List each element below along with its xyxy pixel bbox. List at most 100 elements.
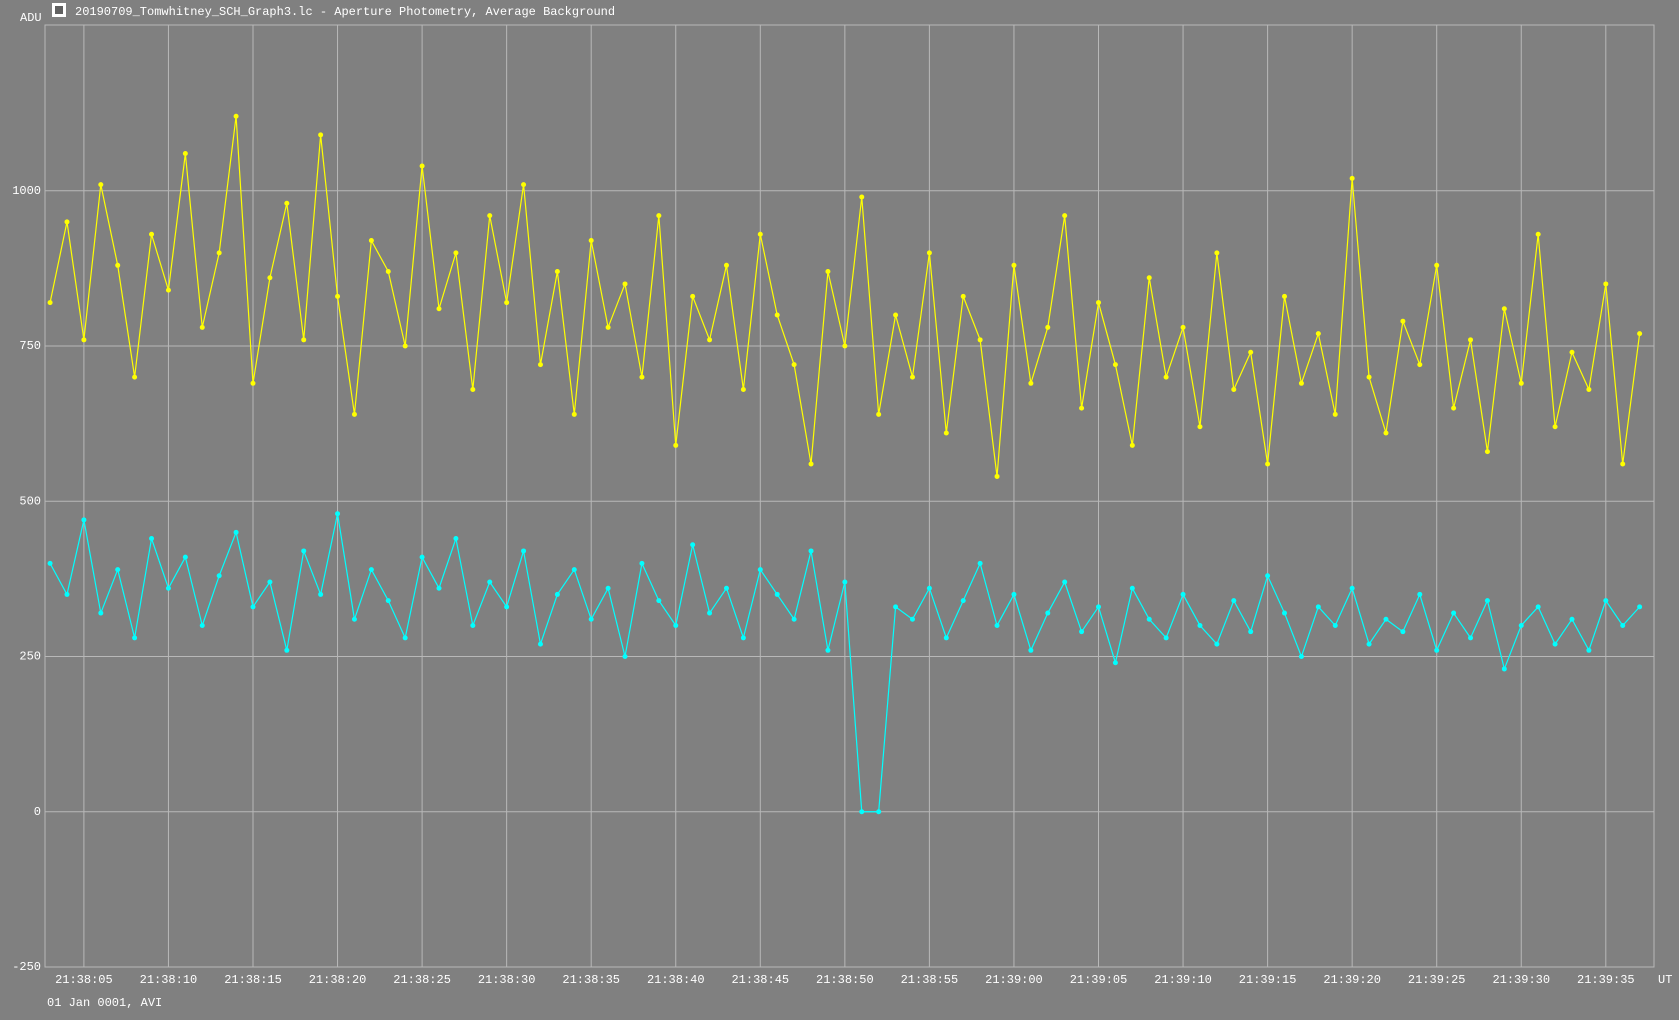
data-point	[1535, 604, 1541, 610]
x-tick-label: 21:38:40	[647, 973, 705, 987]
data-point	[1163, 635, 1169, 641]
x-tick-label: 21:38:45	[731, 973, 789, 987]
data-point	[825, 269, 831, 275]
data-point	[909, 374, 915, 380]
data-point	[521, 548, 527, 554]
x-tick-label: 21:38:15	[224, 973, 282, 987]
data-point	[537, 641, 543, 647]
data-point	[1096, 604, 1102, 610]
data-point	[233, 113, 239, 119]
data-point	[791, 362, 797, 368]
data-point	[402, 343, 408, 349]
data-point	[774, 591, 780, 597]
data-point	[960, 293, 966, 299]
x-tick-label: 21:39:20	[1323, 973, 1381, 987]
data-point	[64, 591, 70, 597]
data-point	[453, 536, 459, 542]
data-point	[165, 585, 171, 591]
data-point	[707, 610, 713, 616]
data-point	[1417, 591, 1423, 597]
data-point	[1484, 449, 1490, 455]
data-point	[1603, 281, 1609, 287]
data-point	[335, 511, 341, 517]
data-point	[1315, 331, 1321, 337]
data-point	[808, 461, 814, 467]
data-point	[47, 300, 53, 306]
data-point	[943, 635, 949, 641]
data-point	[470, 387, 476, 393]
data-point	[926, 250, 932, 256]
data-point	[994, 622, 1000, 628]
data-point	[1518, 380, 1524, 386]
data-point	[1620, 461, 1626, 467]
data-point	[1620, 622, 1626, 628]
data-point	[1248, 629, 1254, 635]
data-point	[368, 567, 374, 573]
data-point	[1028, 380, 1034, 386]
data-point	[318, 591, 324, 597]
x-tick-label: 21:39:35	[1577, 973, 1635, 987]
data-point	[943, 430, 949, 436]
data-point	[504, 300, 510, 306]
data-point	[1045, 610, 1051, 616]
data-point	[1197, 622, 1203, 628]
data-point	[1349, 585, 1355, 591]
data-point	[1366, 641, 1372, 647]
data-point	[335, 293, 341, 299]
x-tick-label: 21:39:15	[1239, 973, 1297, 987]
data-point	[1298, 380, 1304, 386]
window-icon-inner	[55, 6, 63, 14]
data-point	[216, 250, 222, 256]
x-tick-label: 21:39:00	[985, 973, 1043, 987]
x-tick-label: 21:38:30	[478, 973, 536, 987]
data-point	[639, 374, 645, 380]
data-point	[605, 585, 611, 591]
data-point	[571, 567, 577, 573]
data-point	[81, 517, 87, 523]
data-point	[301, 548, 307, 554]
data-point	[690, 293, 696, 299]
data-point	[1434, 262, 1440, 268]
data-point	[1079, 405, 1085, 411]
data-point	[757, 567, 763, 573]
data-point	[1586, 387, 1592, 393]
x-tick-label: 21:38:10	[140, 973, 198, 987]
data-point	[673, 622, 679, 628]
data-point	[47, 560, 53, 566]
data-point	[740, 635, 746, 641]
data-point	[537, 362, 543, 368]
data-point	[284, 200, 290, 206]
data-point	[199, 324, 205, 330]
data-point	[1146, 616, 1152, 622]
data-point	[690, 542, 696, 548]
data-point	[1062, 213, 1068, 219]
data-point	[977, 337, 983, 343]
data-point	[1417, 362, 1423, 368]
data-point	[842, 343, 848, 349]
data-point	[1468, 337, 1474, 343]
data-point	[859, 194, 865, 200]
data-point	[182, 554, 188, 560]
data-point	[1484, 598, 1490, 604]
y-tick-label: 750	[19, 339, 41, 353]
data-point	[115, 567, 121, 573]
data-point	[436, 585, 442, 591]
data-point	[1332, 411, 1338, 417]
data-point	[1282, 610, 1288, 616]
data-point	[1011, 262, 1017, 268]
data-point	[436, 306, 442, 312]
data-point	[149, 231, 155, 237]
data-point	[1518, 622, 1524, 628]
data-point	[182, 151, 188, 157]
data-point	[1569, 349, 1575, 355]
data-point	[318, 132, 324, 138]
data-point	[132, 635, 138, 641]
data-point	[588, 616, 594, 622]
data-point	[1468, 635, 1474, 641]
y-axis-label: ADU	[20, 11, 42, 25]
x-tick-label: 21:38:55	[901, 973, 959, 987]
data-point	[639, 560, 645, 566]
data-point	[351, 411, 357, 417]
data-point	[622, 654, 628, 660]
